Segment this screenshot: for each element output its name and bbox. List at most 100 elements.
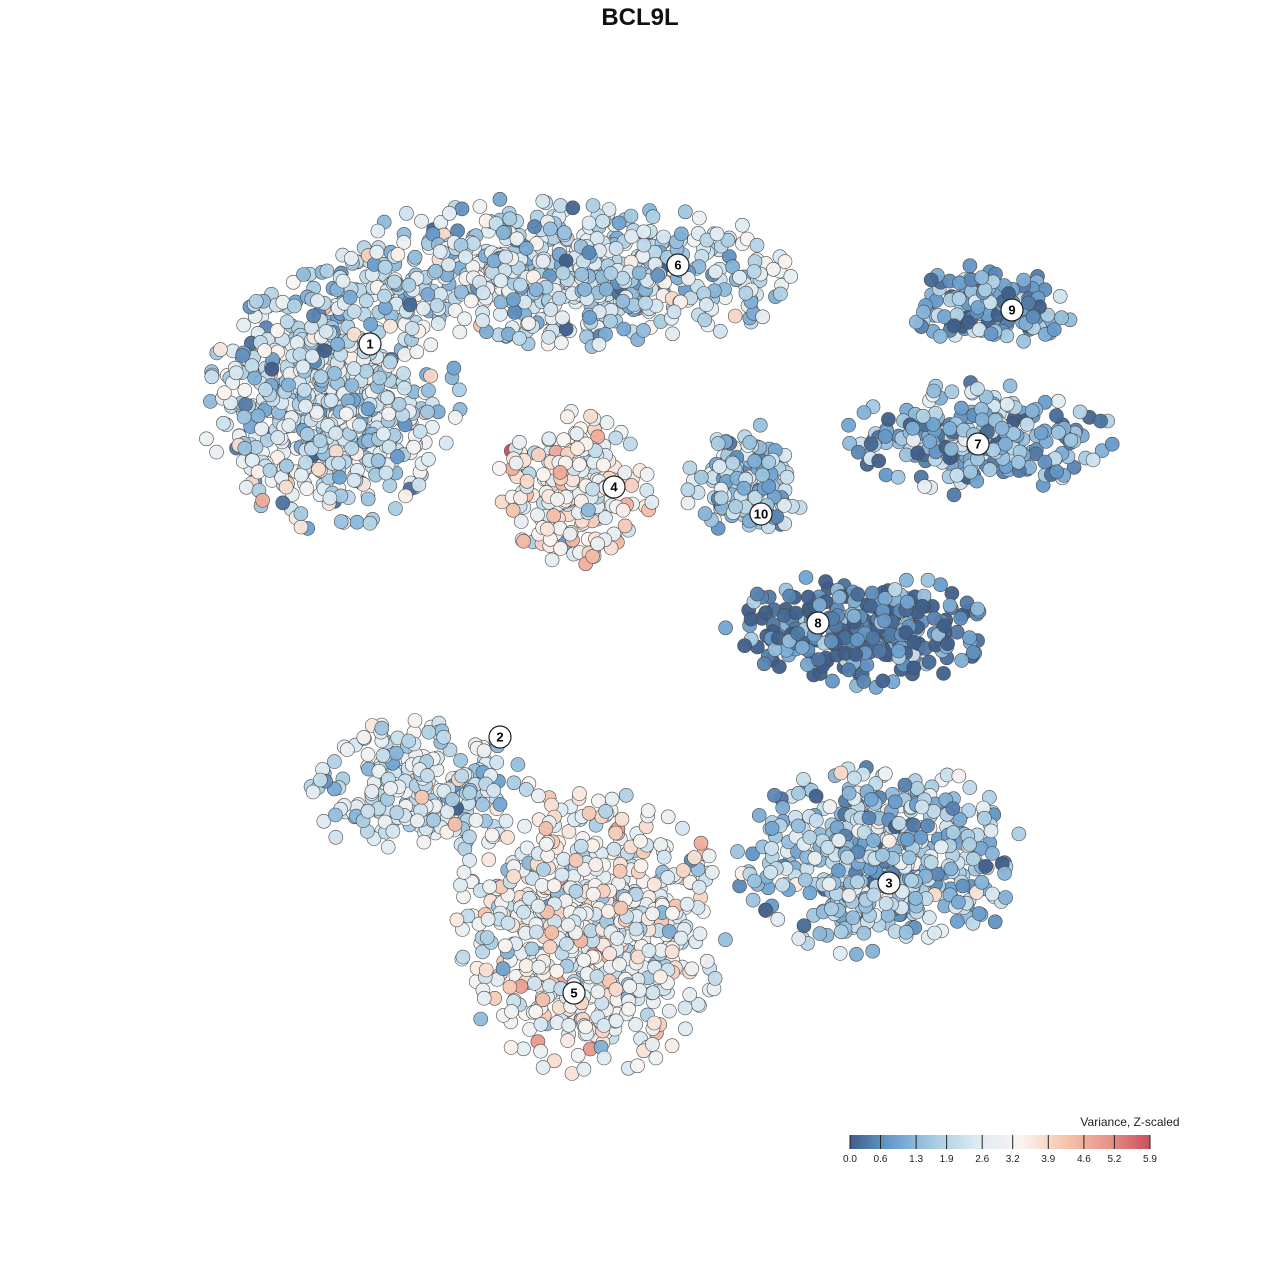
cell-point [926,383,942,399]
cell-point [428,263,444,279]
cell-point [293,519,309,535]
cell-point [875,673,891,689]
cell-point [512,434,527,450]
cell-point [656,849,672,865]
cell-point [589,969,605,984]
cell-point [305,349,320,364]
cell-point [278,479,294,495]
cell-point [248,293,264,309]
cell-point [327,754,342,769]
cell-point [709,226,725,242]
cell-point [684,961,700,977]
cell-point [848,647,864,662]
cell-point [421,383,436,398]
cell-point [710,436,726,451]
cell-point [631,265,647,281]
cell-point [306,308,321,324]
cell-point [773,286,788,302]
cell-point [421,451,436,467]
cluster-label-badge [358,332,382,356]
cell-point [798,570,814,585]
cell-point [401,733,417,749]
cluster-label-text: 4 [610,480,618,495]
cell-point [978,859,994,874]
cell-point [556,432,572,448]
cell-point [442,206,457,221]
cell-point [411,477,427,493]
cell-point [493,306,508,322]
cell-point [927,925,942,941]
cell-point [920,572,936,588]
cell-point [808,788,824,804]
cell-point [603,313,618,329]
cell-point [455,949,471,965]
cell-point [333,514,349,529]
cell-point [1010,454,1026,470]
cell-point [426,812,441,828]
cell-point [396,235,412,250]
cell-point [517,818,532,834]
cell-point [596,1018,612,1033]
cell-point [239,479,254,495]
cell-point [560,1033,576,1048]
cell-point [718,932,733,948]
cell-point [962,780,978,795]
cell-point [454,768,470,784]
cell-point [1016,333,1031,349]
color-legend: Variance, Z-scaled 0.0 0.6 1.3 1.9 2.6 3.2 3.9 4… [843,1115,1180,1165]
legend-color-bar [850,1135,1150,1149]
cell-point [916,304,931,320]
cell-point [914,799,930,815]
cell-point [591,336,607,352]
cell-point [552,465,568,480]
cell-point [664,1038,680,1053]
cell-point [811,652,826,667]
cell-point [390,247,406,262]
cluster-label-6: 6 [666,253,690,277]
cluster-label-badge [562,981,586,1005]
cell-point [199,431,214,447]
cell-point [850,874,865,890]
cell-point [317,343,332,359]
cell-point [508,455,524,471]
cell-point [554,867,570,883]
cell-point [821,876,837,892]
cell-point [407,713,423,728]
cell-point [628,921,644,937]
cell-point [636,323,651,338]
legend-tick-label: 4.6 [1077,1154,1091,1165]
cell-point [842,435,857,451]
cell-point [664,944,680,960]
cell-point [344,378,360,393]
cell-point [596,1050,612,1066]
cell-point [299,426,315,442]
cell-point [771,659,787,675]
cell-point [542,221,558,237]
cell-point [510,757,526,772]
cell-point [887,794,903,810]
cell-point [1052,288,1068,304]
cell-point [497,938,513,954]
cell-point [831,832,847,848]
cell-point [533,1043,548,1059]
cell-point [506,869,521,884]
cell-point [236,409,252,425]
cell-point [538,821,554,836]
cell-point [441,257,456,273]
cell-point [316,813,332,829]
cell-point [1037,454,1053,470]
cell-point [363,317,378,332]
cell-point [638,295,653,311]
cell-point [544,925,560,940]
cell-point [1085,452,1101,468]
cell-point [451,382,467,398]
cell-point [293,506,309,522]
cell-point [707,971,723,986]
cell-point [528,282,544,297]
cell-point [328,425,344,441]
cell-point [1002,378,1018,394]
cell-point [1054,310,1069,326]
cell-point [270,430,286,445]
cell-point [746,264,762,279]
cell-point [346,304,362,319]
